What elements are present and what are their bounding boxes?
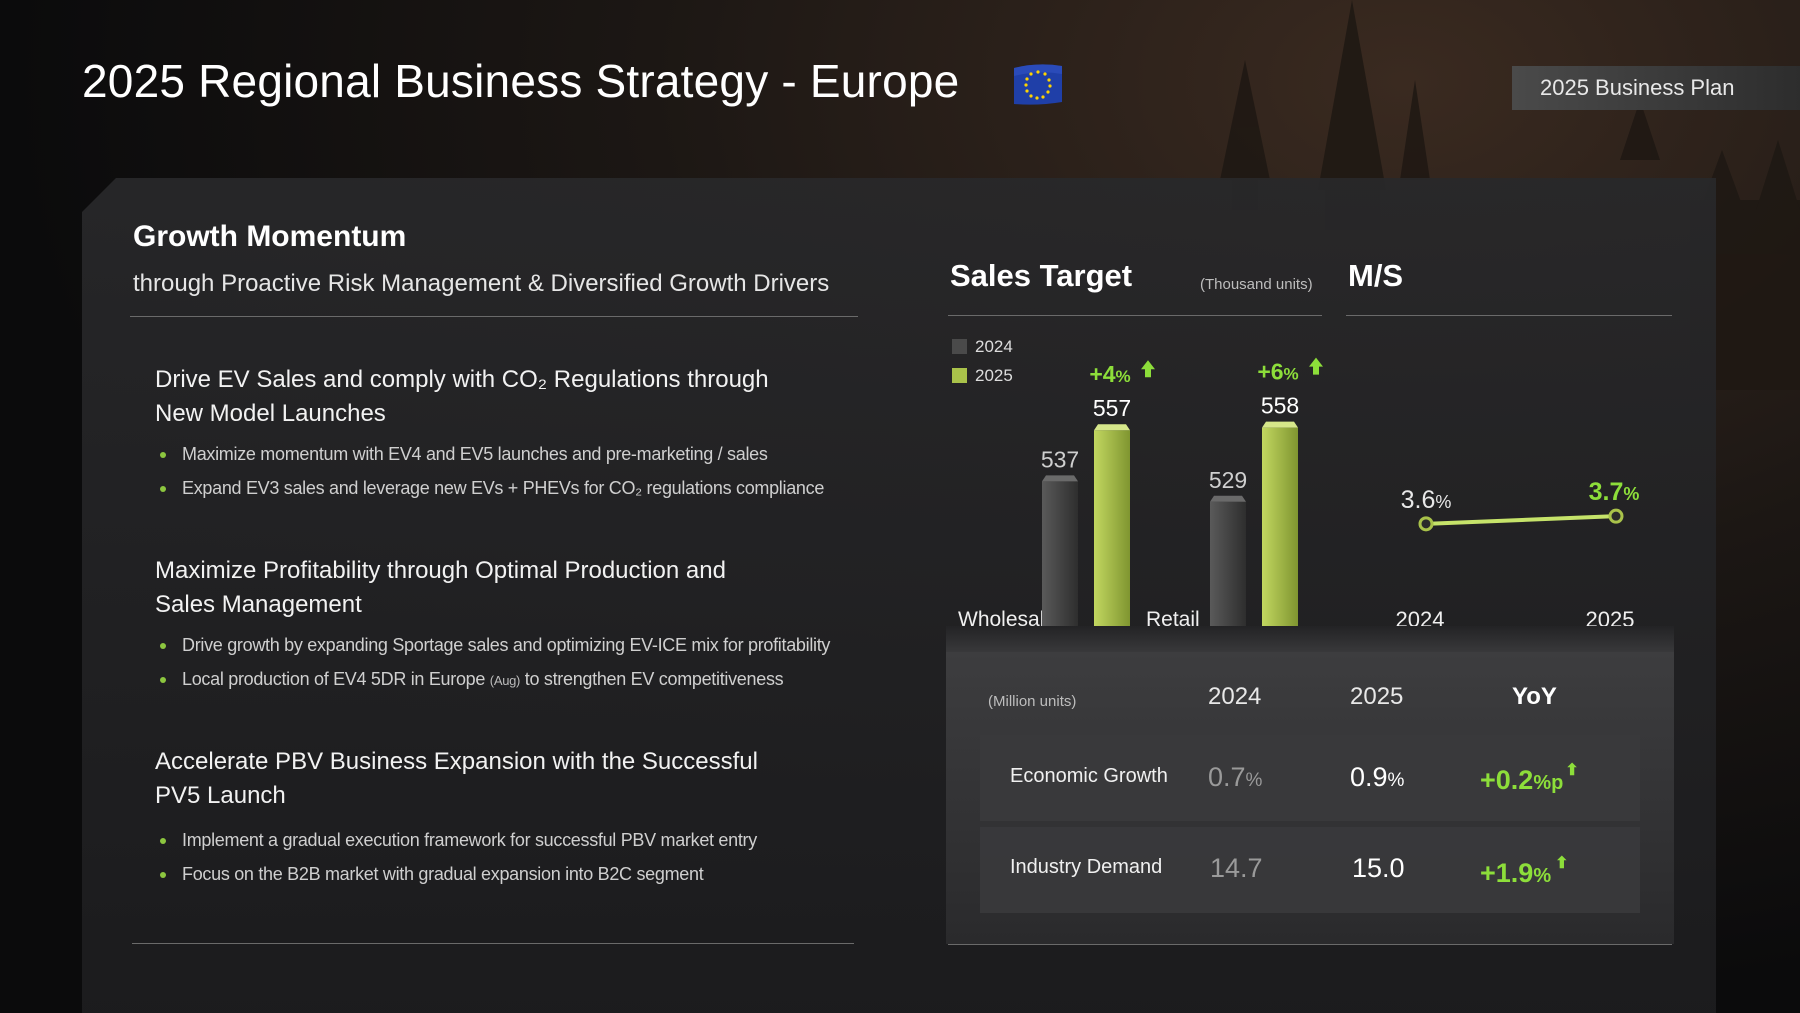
- bar-top: [1262, 421, 1298, 428]
- bullet-icon: [160, 452, 166, 459]
- share-label: 3.7%: [1589, 478, 1640, 506]
- data-label: 557: [1093, 395, 1131, 421]
- growth-subheading: through Proactive Risk Management & Dive…: [133, 270, 830, 297]
- eu-flag-icon: [1014, 64, 1062, 105]
- section-pbv: Accelerate PBV Business Expansion with t…: [155, 745, 758, 813]
- page-title: 2025 Regional Business Strategy - Europe: [82, 55, 960, 107]
- list-item: Focus on the B2B market with gradual exp…: [160, 864, 704, 885]
- chart-base: [946, 626, 1674, 654]
- bar-top: [1094, 424, 1130, 431]
- bullet-icon: [160, 838, 166, 845]
- bar-top: [1210, 495, 1246, 502]
- category-label: Retail: [1146, 608, 1200, 631]
- row-label: Industry Demand: [1010, 856, 1163, 878]
- divider: [130, 316, 858, 317]
- data-label: 558: [1261, 393, 1299, 419]
- business-plan-tag: 2025 Business Plan: [1512, 66, 1800, 110]
- divider: [948, 944, 1672, 945]
- value-2024: 0.7%: [1208, 762, 1263, 792]
- bullet-icon: [160, 486, 166, 493]
- market-share-title: M/S: [1348, 258, 1404, 293]
- table-row: [980, 827, 1640, 913]
- value-2025: 0.9%: [1350, 762, 1405, 792]
- yoy-value: +0.2%p⬆: [1480, 762, 1579, 795]
- divider: [1346, 315, 1672, 316]
- value-2025: 15.0: [1352, 853, 1405, 883]
- growth-label: +4%: [1089, 361, 1130, 387]
- table-row: [980, 735, 1640, 821]
- section-title: Drive EV Sales and comply with CO₂ Regul…: [155, 366, 769, 393]
- share-label: 3.6%: [1401, 486, 1452, 514]
- data-label: 537: [1041, 446, 1079, 472]
- divider: [132, 943, 854, 944]
- table-header: YoY: [1512, 683, 1557, 710]
- sales-target-title: Sales Target: [950, 258, 1133, 293]
- bar-2025: [1094, 430, 1130, 627]
- share-line: [1425, 514, 1617, 526]
- growth-label: +6%: [1257, 359, 1298, 385]
- table-unit: (Million units): [988, 693, 1077, 710]
- up-arrow-icon: ⬆: [1565, 762, 1579, 779]
- bar-2024: [1042, 481, 1078, 627]
- bar-2024: [1210, 501, 1246, 627]
- list-item: Implement a gradual execution framework …: [160, 830, 757, 851]
- section-title: Maximize Profitability through Optimal P…: [155, 557, 726, 584]
- section-title: Accelerate PBV Business Expansion with t…: [155, 748, 758, 775]
- sales-target-unit: (Thousand units): [1200, 276, 1313, 293]
- section-title: Sales Management: [155, 591, 362, 618]
- month-note: (Aug): [489, 673, 521, 688]
- table-header: 2024: [1208, 683, 1262, 710]
- bar-top: [1042, 475, 1078, 482]
- bullet-icon: [160, 677, 166, 684]
- table-header: 2025: [1350, 683, 1404, 710]
- bullet-icon: [160, 872, 166, 879]
- list-item: Maximize momentum with EV4 and EV5 launc…: [160, 444, 768, 465]
- list-item: Expand EV3 sales and leverage new EVs + …: [160, 478, 824, 499]
- share-point: [1418, 516, 1434, 532]
- growth-heading: Growth Momentum: [133, 220, 407, 253]
- bullet-icon: [160, 643, 166, 650]
- up-arrow-icon: [1141, 360, 1155, 378]
- value-2024: 14.7: [1210, 853, 1263, 883]
- list-item: Local production of EV4 5DR in Europe (A…: [160, 669, 784, 690]
- category-label: Wholesale: [958, 608, 1056, 631]
- divider: [948, 315, 1322, 316]
- list-item: Drive growth by expanding Sportage sales…: [160, 635, 830, 656]
- row-label: Economic Growth: [1010, 765, 1168, 787]
- legend-swatch: [952, 339, 967, 354]
- data-label: 529: [1209, 467, 1247, 493]
- yoy-value: +1.9%⬆: [1480, 855, 1569, 888]
- section-profitability: Maximize Profitability through Optimal P…: [155, 554, 726, 622]
- up-arrow-icon: ⬆: [1555, 855, 1569, 872]
- section-title: PV5 Launch: [155, 782, 286, 809]
- up-arrow-icon: [1309, 357, 1323, 375]
- legend-item-2024: 2024: [952, 337, 1013, 357]
- share-point: [1608, 508, 1624, 524]
- section-title: New Model Launches: [155, 400, 386, 427]
- section-ev: Drive EV Sales and comply with CO₂ Regul…: [155, 363, 769, 431]
- legend-item-2025: 2025: [952, 366, 1013, 386]
- bar-2025: [1262, 427, 1298, 627]
- legend-swatch: [952, 368, 967, 383]
